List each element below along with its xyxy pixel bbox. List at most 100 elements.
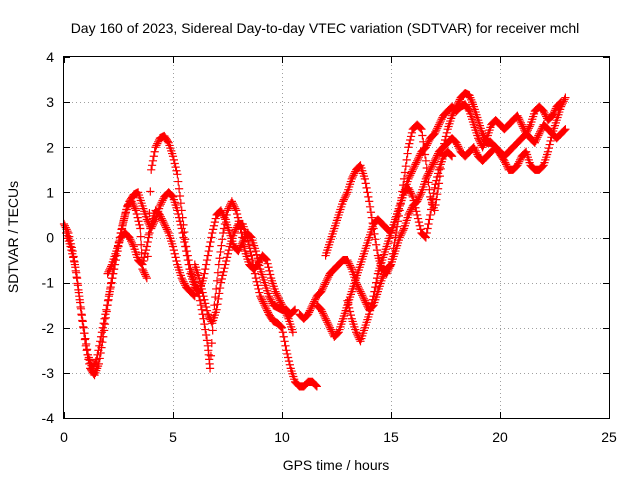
chart-title: Day 160 of 2023, Sidereal Day-to-day VTE…	[71, 20, 580, 36]
data-point-fill	[362, 183, 371, 192]
data-point-fill	[431, 180, 440, 189]
data-point-fill	[346, 311, 355, 320]
data-point-fill	[175, 184, 184, 193]
data-point-fill	[372, 240, 381, 249]
data-point-fill	[390, 238, 399, 248]
data-point	[216, 278, 226, 287]
data-point-fill	[372, 274, 382, 283]
data-point-fill	[202, 260, 211, 269]
data-point-fill	[252, 250, 261, 259]
data-point	[212, 305, 221, 314]
data-point	[404, 143, 413, 152]
data-point	[199, 314, 208, 323]
data-point-fill	[560, 126, 569, 135]
data-point-fill	[216, 247, 225, 257]
data-point-fill	[211, 214, 220, 223]
data-point-fill	[143, 237, 152, 247]
data-point-fill	[95, 341, 104, 350]
data-point-fill	[206, 351, 216, 360]
data-point	[96, 332, 106, 341]
data-point	[365, 197, 374, 206]
data-point-fill	[202, 330, 211, 340]
data-point-fill	[171, 253, 180, 262]
data-point-fill	[423, 224, 432, 233]
data-point	[142, 274, 151, 283]
data-point-fill	[263, 259, 272, 268]
data-point-fill	[137, 240, 146, 249]
data-point-fill	[401, 162, 410, 171]
data-point-fill	[171, 163, 180, 172]
data-point	[181, 242, 191, 251]
data-point-fill	[345, 307, 355, 316]
data-point-fill	[135, 220, 144, 229]
data-point	[92, 355, 101, 364]
x-tick-label: 25	[601, 429, 617, 445]
data-point	[391, 233, 400, 242]
data-point-fill	[239, 237, 248, 247]
y-tick-label: 1	[46, 184, 54, 200]
data-point	[447, 152, 457, 161]
data-point-fill	[422, 163, 431, 173]
data-point-fill	[103, 296, 113, 305]
data-point	[210, 301, 219, 310]
data-point	[439, 143, 448, 152]
data-points	[59, 89, 570, 391]
data-point-fill	[545, 140, 554, 149]
x-tick-label: 5	[169, 429, 177, 445]
data-point-fill	[207, 338, 216, 348]
data-point-fill	[174, 177, 183, 186]
x-tick-label: 0	[60, 429, 68, 445]
data-point-fill	[433, 172, 442, 182]
data-point-fill	[172, 256, 181, 266]
y-tick-label: -1	[42, 275, 55, 291]
data-point	[421, 156, 430, 165]
data-point	[205, 364, 215, 373]
data-point	[219, 228, 228, 238]
data-point	[386, 260, 396, 269]
data-point-fill	[285, 360, 294, 369]
data-point-fill	[371, 235, 380, 244]
data-point-fill	[150, 147, 159, 156]
data-point	[195, 274, 204, 283]
x-tick-label: 20	[492, 429, 508, 445]
data-point-fill	[371, 283, 380, 292]
data-point-fill	[442, 128, 451, 137]
data-point-fill	[365, 306, 375, 315]
data-point-fill	[141, 246, 151, 255]
data-point	[417, 125, 426, 134]
data-point-fill	[220, 219, 229, 229]
data-point-fill	[219, 267, 228, 276]
data-point-fill	[213, 268, 223, 277]
data-point-fill	[211, 292, 220, 302]
data-point-fill	[431, 200, 440, 210]
data-point-fill	[425, 215, 434, 224]
data-point	[247, 251, 256, 260]
data-point	[221, 260, 230, 269]
data-point-fill	[149, 152, 158, 161]
data-point-fill	[77, 311, 86, 320]
data-point-fill	[413, 214, 423, 223]
data-point-fill	[223, 249, 233, 258]
data-point-fill	[400, 168, 410, 177]
data-point-fill	[102, 305, 111, 314]
data-point-fill	[76, 304, 86, 313]
data-point-fill	[249, 264, 259, 274]
data-point	[190, 292, 199, 301]
data-point	[168, 242, 178, 251]
y-tick-label: 3	[46, 94, 54, 110]
data-point-fill	[433, 190, 442, 199]
data-point-fill	[281, 341, 290, 350]
data-point	[277, 323, 287, 332]
data-point-fill	[103, 301, 112, 310]
data-point-fill	[243, 237, 253, 246]
data-point-fill	[366, 208, 376, 217]
data-point-fill	[248, 255, 257, 265]
data-point-fill	[69, 256, 79, 266]
data-point-fill	[255, 288, 264, 297]
data-point	[177, 206, 186, 215]
data-point	[426, 210, 435, 220]
data-point-fill	[184, 255, 193, 265]
data-point-fill	[252, 277, 261, 286]
data-point	[118, 219, 127, 229]
data-point-fill	[209, 221, 219, 230]
